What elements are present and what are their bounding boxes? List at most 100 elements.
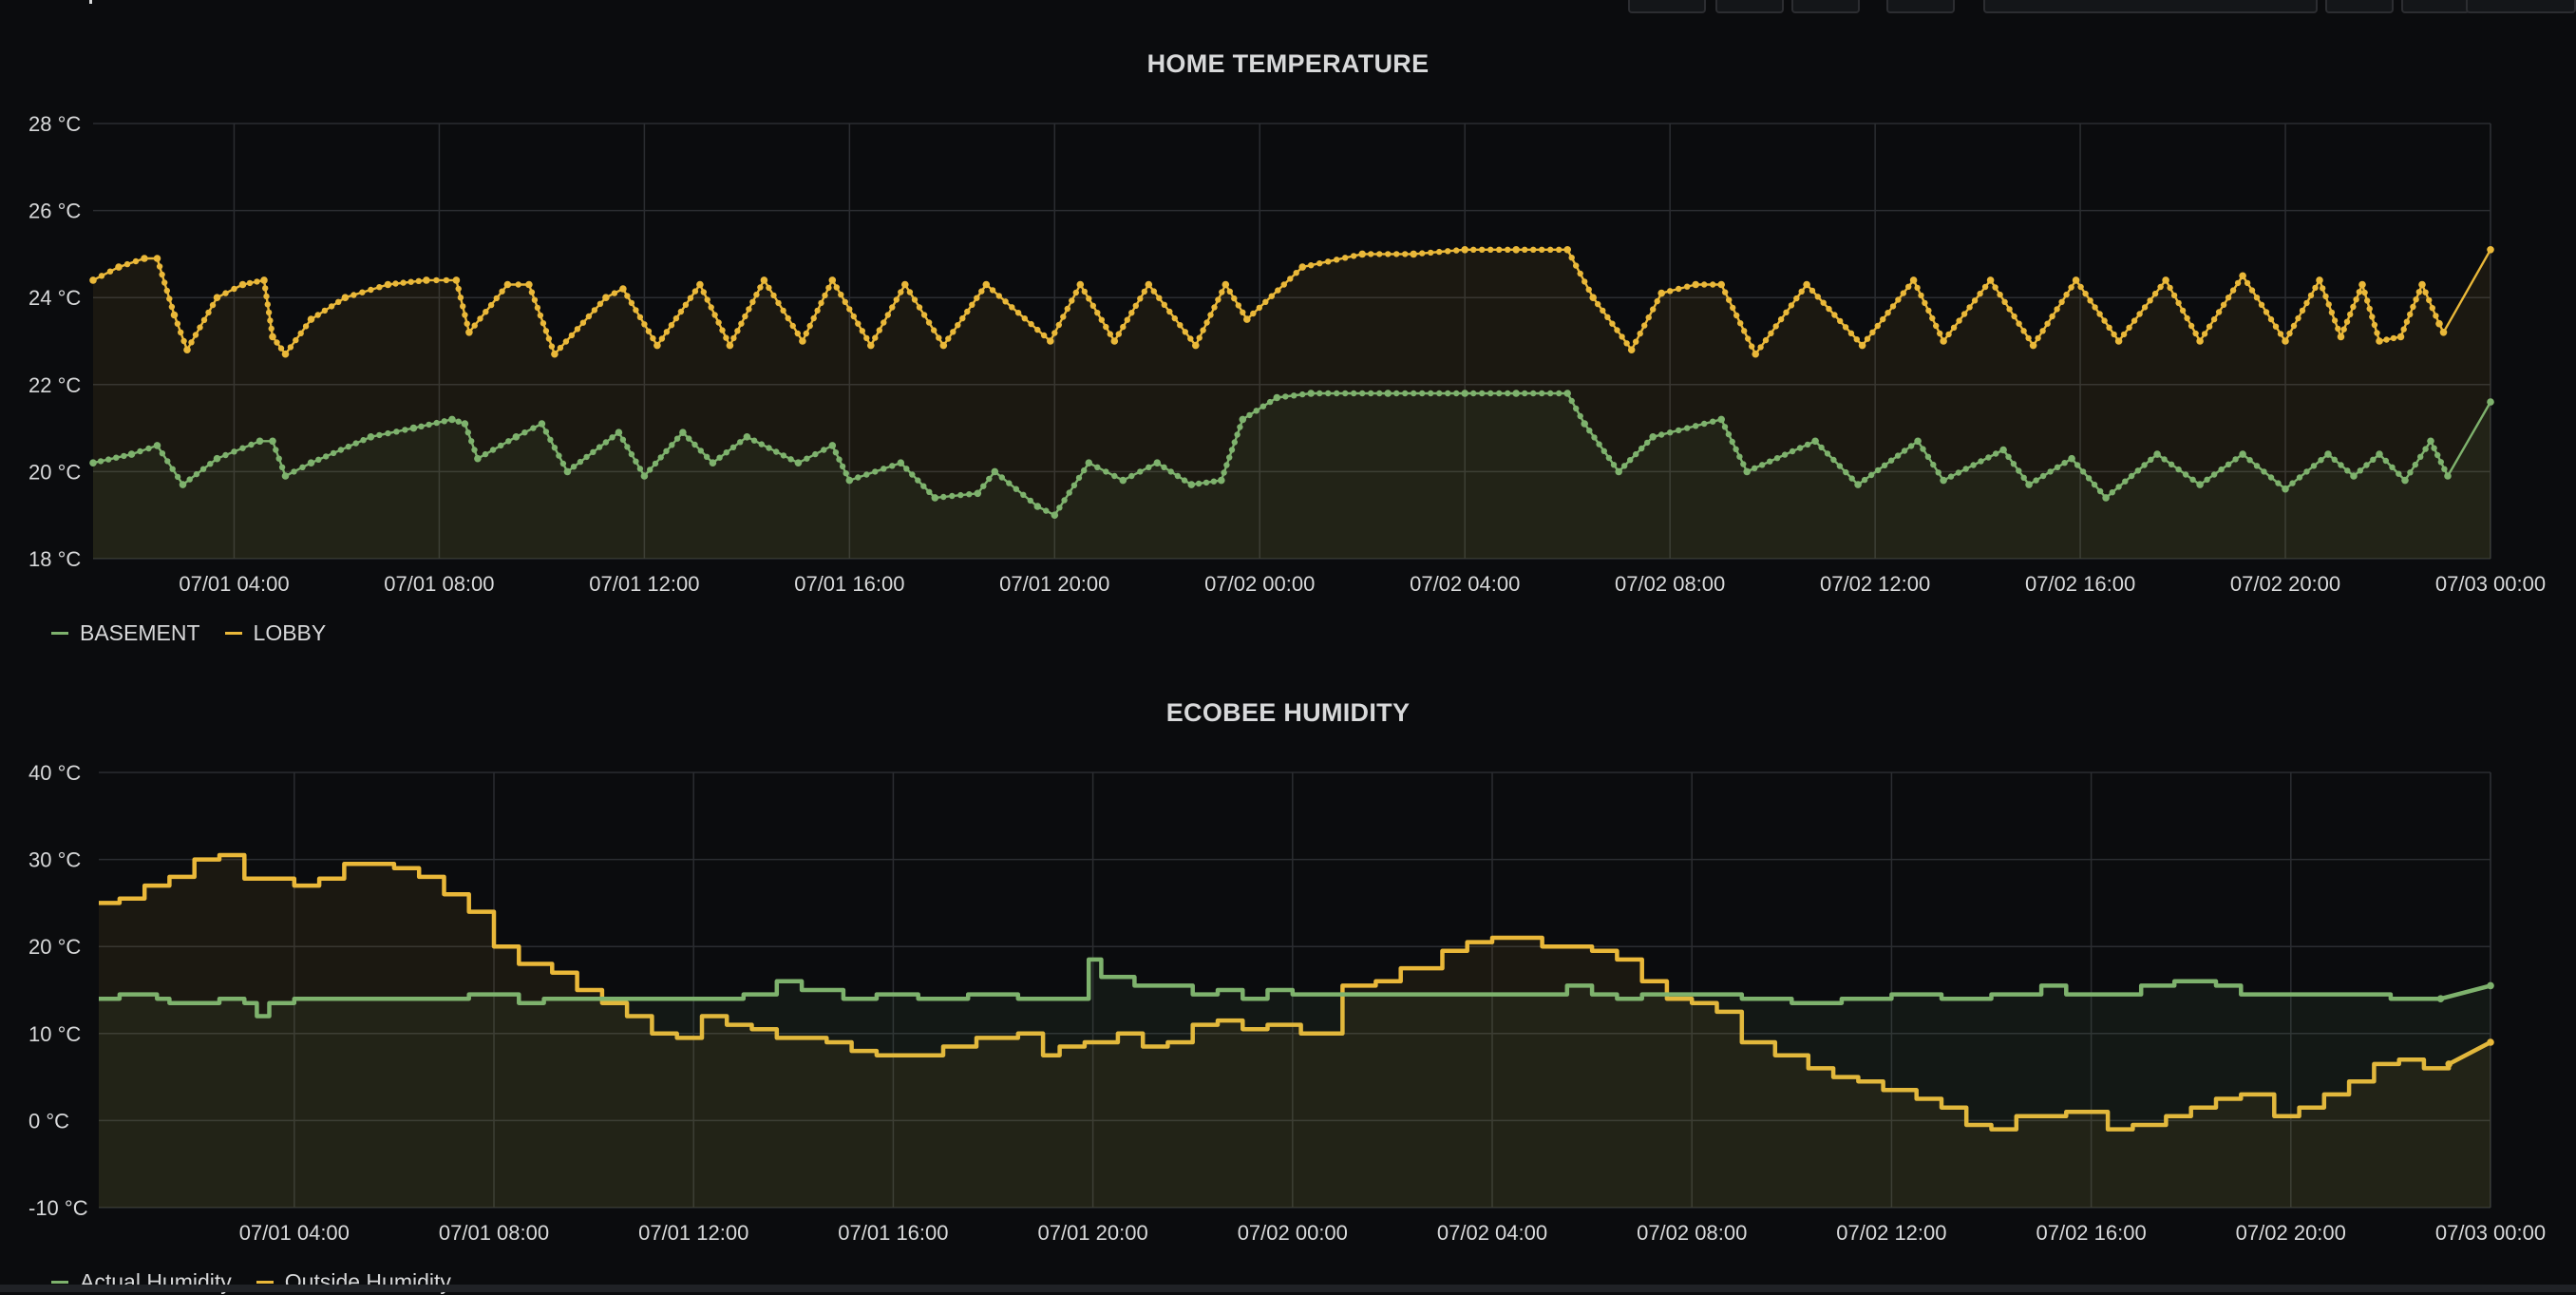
data-point — [1006, 480, 1013, 486]
data-point — [602, 439, 610, 446]
data-point — [845, 476, 854, 485]
data-point — [832, 449, 840, 456]
data-point — [658, 335, 666, 342]
data-point — [98, 273, 105, 279]
data-point — [1402, 390, 1409, 397]
data-point — [281, 350, 290, 358]
data-point — [1014, 310, 1022, 316]
data-point — [1256, 304, 1263, 312]
data-point — [723, 449, 729, 456]
data-point — [2263, 309, 2270, 315]
data-point — [547, 436, 554, 443]
data-point — [323, 453, 330, 460]
data-point — [2350, 303, 2357, 311]
data-point — [1633, 338, 1639, 345]
toolbar-button[interactable] — [1886, 0, 1955, 13]
data-point — [1094, 464, 1101, 470]
data-point — [493, 295, 500, 302]
data-point — [384, 280, 392, 289]
data-point — [1334, 390, 1340, 397]
data-point — [1595, 300, 1601, 308]
data-point — [542, 428, 550, 435]
data-point — [2299, 307, 2306, 314]
y-tick-label: 20 °C — [28, 460, 81, 484]
data-point — [2295, 314, 2301, 322]
data-point — [1132, 302, 1140, 309]
data-point — [1539, 246, 1545, 253]
data-point — [789, 322, 796, 330]
data-point — [1124, 316, 1131, 323]
data-point — [415, 277, 422, 284]
data-point — [916, 304, 923, 311]
data-point — [2184, 314, 2190, 322]
data-point — [1737, 320, 1744, 327]
data-point — [1177, 322, 1184, 329]
data-point — [307, 459, 315, 467]
data-point — [1076, 280, 1085, 289]
y-tick-label: 18 °C — [28, 547, 81, 571]
data-point — [2370, 456, 2377, 463]
data-point — [530, 425, 537, 431]
x-tick-label: 07/02 20:00 — [2230, 572, 2340, 596]
data-point — [180, 337, 187, 345]
data-point — [2074, 462, 2081, 468]
data-point — [106, 268, 114, 275]
time-range-picker[interactable] — [1983, 0, 2318, 13]
data-point — [711, 312, 718, 318]
data-point — [385, 429, 391, 437]
data-point — [1684, 425, 1691, 431]
data-point — [697, 448, 704, 454]
data-point — [2188, 322, 2195, 330]
data-point — [2106, 324, 2112, 331]
data-point — [188, 339, 195, 346]
data-point — [1299, 390, 1306, 398]
data-point — [2248, 287, 2256, 294]
data-point — [1060, 314, 1067, 320]
toolbar-button[interactable] — [1715, 0, 1784, 13]
zoom-out-button[interactable] — [2325, 0, 2394, 13]
series-line-actual-humidity — [99, 957, 2491, 1019]
data-point — [794, 330, 801, 337]
data-point — [1293, 270, 1299, 276]
data-point — [945, 335, 952, 342]
data-point — [1181, 477, 1188, 484]
data-point — [737, 439, 744, 446]
refresh-interval-button[interactable] — [2466, 0, 2576, 13]
data-point — [1072, 289, 1080, 296]
data-point — [1710, 418, 1716, 425]
data-point — [474, 454, 482, 463]
data-point — [998, 474, 1006, 481]
data-point — [1316, 390, 1323, 397]
data-point — [1028, 320, 1034, 328]
data-point — [1684, 283, 1691, 290]
data-point — [2072, 276, 2080, 284]
data-point — [1275, 287, 1281, 294]
data-point — [716, 454, 723, 461]
data-point — [812, 450, 819, 458]
data-point — [2225, 295, 2232, 301]
data-point — [1985, 454, 1992, 461]
data-point — [1192, 341, 1200, 350]
data-point — [959, 314, 966, 322]
dashboard-title-fragment — [89, 0, 98, 4]
legend-item-lobby[interactable]: LOBBY — [224, 620, 326, 646]
data-point — [909, 471, 916, 478]
data-point — [452, 276, 461, 284]
data-point — [669, 442, 675, 448]
data-point — [964, 308, 971, 315]
data-point — [1013, 486, 1020, 492]
data-point — [597, 300, 604, 307]
data-point — [267, 317, 274, 324]
x-tick-label: 07/03 00:00 — [2435, 1221, 2546, 1245]
data-point — [2403, 318, 2411, 325]
data-point — [153, 442, 161, 449]
data-point — [2417, 453, 2424, 460]
data-point — [2441, 466, 2448, 472]
data-point — [2347, 311, 2354, 318]
data-point — [1141, 288, 1148, 295]
legend-item-basement[interactable]: BASEMENT — [51, 620, 200, 646]
data-point — [1721, 424, 1729, 430]
toolbar-button[interactable] — [1628, 0, 1706, 13]
toolbar-button[interactable] — [1791, 0, 1860, 13]
data-point — [609, 434, 616, 441]
